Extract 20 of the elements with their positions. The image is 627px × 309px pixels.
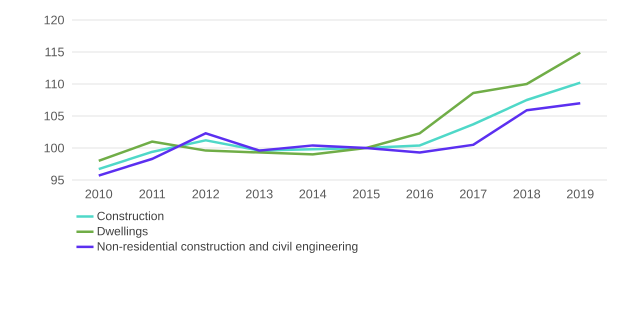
x-tick-label: 2019 [566,190,594,198]
legend-label: Non-residential construction and civil engineering [98,242,358,253]
y-tick-label: 115 [46,48,64,56]
y-tick-label: 100 [44,144,64,152]
x-tick-label: 2011 [139,190,166,198]
x-tick-label: 2015 [352,190,380,198]
x-tick-label: 2016 [406,190,434,198]
y-tick-label: 120 [44,16,64,24]
x-tick-label: 2013 [246,190,273,198]
y-tick-label: 95 [51,176,64,184]
legend-label: Construction [97,211,164,220]
x-tick-label: 2018 [513,190,540,198]
line-series [98,102,582,177]
y-tick-label: 105 [44,112,64,120]
legend-label: Dwellings [98,226,148,238]
x-tick-label: 2010 [85,190,112,198]
x-tick-label: 2012 [192,190,220,198]
x-tick-label: 2017 [460,190,487,198]
y-tick-label: 110 [46,80,64,88]
x-tick-label: 2014 [299,190,326,198]
